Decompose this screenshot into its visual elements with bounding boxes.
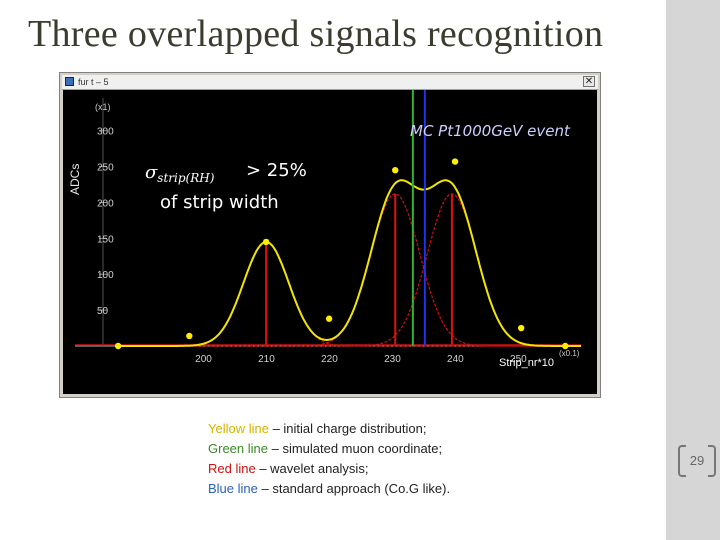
slide-title: Three overlapped signals recognition <box>28 13 604 55</box>
y-multiplier: (x1) <box>95 102 111 112</box>
yellow-charge-curve <box>115 179 581 347</box>
x-axis-label: Strip_nr*10 <box>499 357 554 369</box>
page-number: 29 <box>689 452 705 468</box>
y-tick-label: 250 <box>97 163 114 174</box>
width-note: of strip width <box>160 192 279 213</box>
y-tick-label: 50 <box>97 306 109 317</box>
yellow-data-point <box>392 166 399 174</box>
plot-canvas[interactable]: 50 100 150 200 250 300 200 210 220 230 240 250 ADCs… <box>63 90 597 394</box>
x-tick-label: 210 <box>258 354 275 365</box>
legend-blue: Blue line – standard approach (Co.G like… <box>208 479 450 499</box>
yellow-data-point <box>562 342 569 350</box>
app-icon <box>65 77 74 86</box>
legend-yellow-text: – initial charge distribution; <box>268 421 427 436</box>
legend-green-key: Green line <box>208 441 268 456</box>
legend-green-text: – simulated muon coordinate; <box>267 441 443 456</box>
red-wavelet-curve <box>115 241 581 347</box>
legend-red-text: – wavelet analysis; <box>255 461 369 476</box>
x-multiplier: (x0.1) <box>559 349 580 358</box>
yellow-data-point <box>325 315 333 322</box>
sigma-label: σstrip(RH) <box>145 162 215 185</box>
legend: Yellow line – initial charge distributio… <box>208 419 450 499</box>
y-tick-label: 300 <box>97 127 114 138</box>
legend-red: Red line – wavelet analysis; <box>208 459 450 479</box>
yellow-data-point <box>186 332 193 340</box>
legend-blue-text: – standard approach (Co.G like). <box>257 481 451 496</box>
yellow-data-point <box>262 238 270 246</box>
y-tick-label: 150 <box>97 234 114 245</box>
legend-red-key: Red line <box>208 461 256 476</box>
window-title: fur t – 5 <box>78 77 109 87</box>
page-bracket-left <box>678 445 686 477</box>
x-tick-label: 240 <box>447 354 464 365</box>
y-tick-label: 200 <box>97 198 114 209</box>
page-bracket-right <box>708 445 716 477</box>
window-titlebar[interactable]: fur t – 5 ✕ <box>62 75 598 90</box>
x-tick-label: 200 <box>195 354 212 365</box>
plot-svg: 50 100 150 200 250 300 200 210 220 230 240 250 ADCs… <box>68 90 581 369</box>
plot-window: fur t – 5 ✕ 50 100 150 200 250 300 200 210 220 23… <box>59 72 601 398</box>
width-threshold: > 25% <box>246 160 307 181</box>
event-label: MC Pt1000GeV event <box>410 122 571 140</box>
legend-blue-key: Blue line <box>208 481 258 496</box>
y-axis-label: ADCs <box>68 164 82 195</box>
slide-sidebar <box>666 0 720 540</box>
y-tick-label: 100 <box>97 270 114 281</box>
yellow-data-point <box>451 158 459 165</box>
legend-green: Green line – simulated muon coordinate; <box>208 439 450 459</box>
yellow-data-point <box>114 342 122 350</box>
close-button[interactable]: ✕ <box>583 76 595 87</box>
x-tick-label: 230 <box>384 354 401 365</box>
yellow-data-point <box>517 324 525 332</box>
legend-yellow-key: Yellow line <box>208 421 269 436</box>
legend-yellow: Yellow line – initial charge distributio… <box>208 419 450 439</box>
x-tick-label: 250 <box>510 354 527 365</box>
x-tick-label: 220 <box>321 354 338 365</box>
